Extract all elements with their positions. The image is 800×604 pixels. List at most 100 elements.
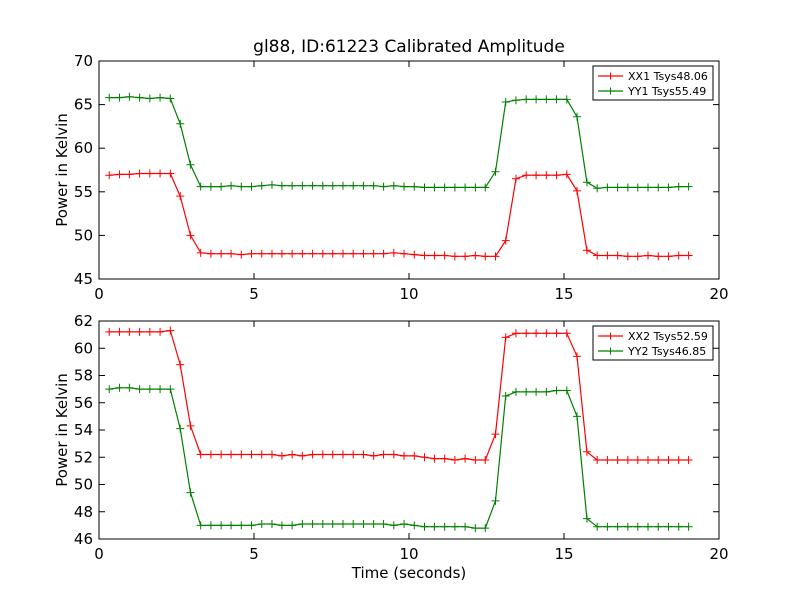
x-tick-label: 15 bbox=[554, 285, 573, 303]
data-point bbox=[308, 520, 317, 529]
data-point bbox=[410, 451, 419, 460]
data-point bbox=[328, 249, 337, 258]
y-tick-label: 48 bbox=[74, 503, 93, 521]
data-point bbox=[369, 520, 378, 529]
data-point bbox=[318, 450, 327, 459]
y-tick-label: 60 bbox=[74, 139, 93, 157]
data-point bbox=[430, 251, 439, 260]
data-point bbox=[654, 522, 663, 531]
data-point bbox=[217, 249, 226, 258]
data-point bbox=[227, 249, 236, 258]
data-point bbox=[552, 95, 561, 104]
data-point bbox=[420, 522, 429, 531]
y-tick-label: 50 bbox=[74, 476, 93, 494]
data-point bbox=[664, 183, 673, 192]
data-point bbox=[644, 522, 653, 531]
data-point bbox=[105, 93, 114, 102]
data-point bbox=[430, 522, 439, 531]
data-point bbox=[247, 450, 256, 459]
data-point bbox=[105, 327, 114, 336]
legend-label: XX2 Tsys52.59 bbox=[628, 330, 708, 343]
data-point bbox=[288, 181, 297, 190]
data-point bbox=[196, 450, 205, 459]
data-point bbox=[227, 521, 236, 530]
data-point bbox=[298, 181, 307, 190]
data-point bbox=[573, 112, 582, 121]
data-point bbox=[267, 249, 276, 258]
data-point bbox=[156, 385, 165, 394]
data-point bbox=[573, 186, 582, 195]
data-point bbox=[298, 451, 307, 460]
data-point bbox=[400, 451, 409, 460]
data-point bbox=[511, 329, 520, 338]
data-point bbox=[501, 391, 510, 400]
data-point bbox=[491, 496, 500, 505]
data-point bbox=[481, 183, 490, 192]
data-point bbox=[206, 521, 215, 530]
legend-label: YY2 Tsys46.85 bbox=[627, 345, 706, 358]
data-point bbox=[186, 231, 195, 240]
y-tick-label: 65 bbox=[74, 96, 93, 114]
data-point bbox=[582, 246, 591, 255]
data-point bbox=[491, 430, 500, 439]
data-point bbox=[552, 171, 561, 180]
y-tick-label: 62 bbox=[74, 312, 93, 330]
data-point bbox=[623, 183, 632, 192]
data-point bbox=[369, 181, 378, 190]
legend-marker bbox=[607, 87, 614, 95]
data-point bbox=[430, 183, 439, 192]
data-point bbox=[623, 252, 632, 261]
data-point bbox=[369, 451, 378, 460]
data-point bbox=[217, 521, 226, 530]
legend-box bbox=[592, 65, 714, 101]
data-point bbox=[115, 170, 124, 179]
data-point bbox=[623, 455, 632, 464]
data-point bbox=[684, 455, 693, 464]
data-point bbox=[379, 182, 388, 191]
x-axis-label: Time (seconds) bbox=[351, 564, 467, 582]
data-point bbox=[125, 327, 134, 336]
data-point bbox=[338, 181, 347, 190]
data-point bbox=[166, 385, 175, 394]
data-point bbox=[176, 424, 185, 433]
data-point bbox=[542, 387, 551, 396]
data-point bbox=[613, 455, 622, 464]
data-point bbox=[603, 251, 612, 260]
data-point bbox=[359, 520, 368, 529]
data-point bbox=[674, 522, 683, 531]
data-point bbox=[217, 182, 226, 191]
data-point bbox=[562, 329, 571, 338]
data-point bbox=[522, 329, 531, 338]
data-point bbox=[206, 249, 215, 258]
x-tick-label: 0 bbox=[94, 285, 104, 303]
data-point bbox=[644, 183, 653, 192]
data-point bbox=[491, 167, 500, 176]
data-point bbox=[603, 183, 612, 192]
data-point bbox=[257, 249, 266, 258]
data-point bbox=[349, 181, 358, 190]
data-point bbox=[277, 249, 286, 258]
data-point bbox=[379, 520, 388, 529]
data-point bbox=[674, 251, 683, 260]
data-point bbox=[298, 249, 307, 258]
data-point bbox=[400, 249, 409, 258]
data-point bbox=[298, 520, 307, 529]
series-line-1-0 bbox=[109, 329, 689, 461]
data-point bbox=[125, 383, 134, 392]
data-point bbox=[450, 252, 459, 261]
data-point bbox=[115, 93, 124, 102]
top-panel: 0 5 10 15 20 45 50 55 60 65 70 XX1 Tsys48.06 YY1 Tsy… bbox=[74, 52, 729, 303]
data-point bbox=[582, 447, 591, 456]
data-point bbox=[522, 171, 531, 180]
data-point bbox=[410, 250, 419, 259]
y-tick-label: 46 bbox=[74, 530, 93, 548]
data-point bbox=[156, 169, 165, 178]
data-point bbox=[145, 94, 154, 103]
data-point bbox=[166, 326, 175, 335]
bottom-panel: 0 5 10 15 20 46 48 50 52 54 56 58 60 62 XX2 Tsys52.59 Y… bbox=[74, 312, 729, 563]
data-point bbox=[338, 520, 347, 529]
data-point bbox=[603, 522, 612, 531]
series-line-0-1 bbox=[109, 96, 689, 189]
data-point bbox=[328, 181, 337, 190]
data-point bbox=[196, 248, 205, 257]
